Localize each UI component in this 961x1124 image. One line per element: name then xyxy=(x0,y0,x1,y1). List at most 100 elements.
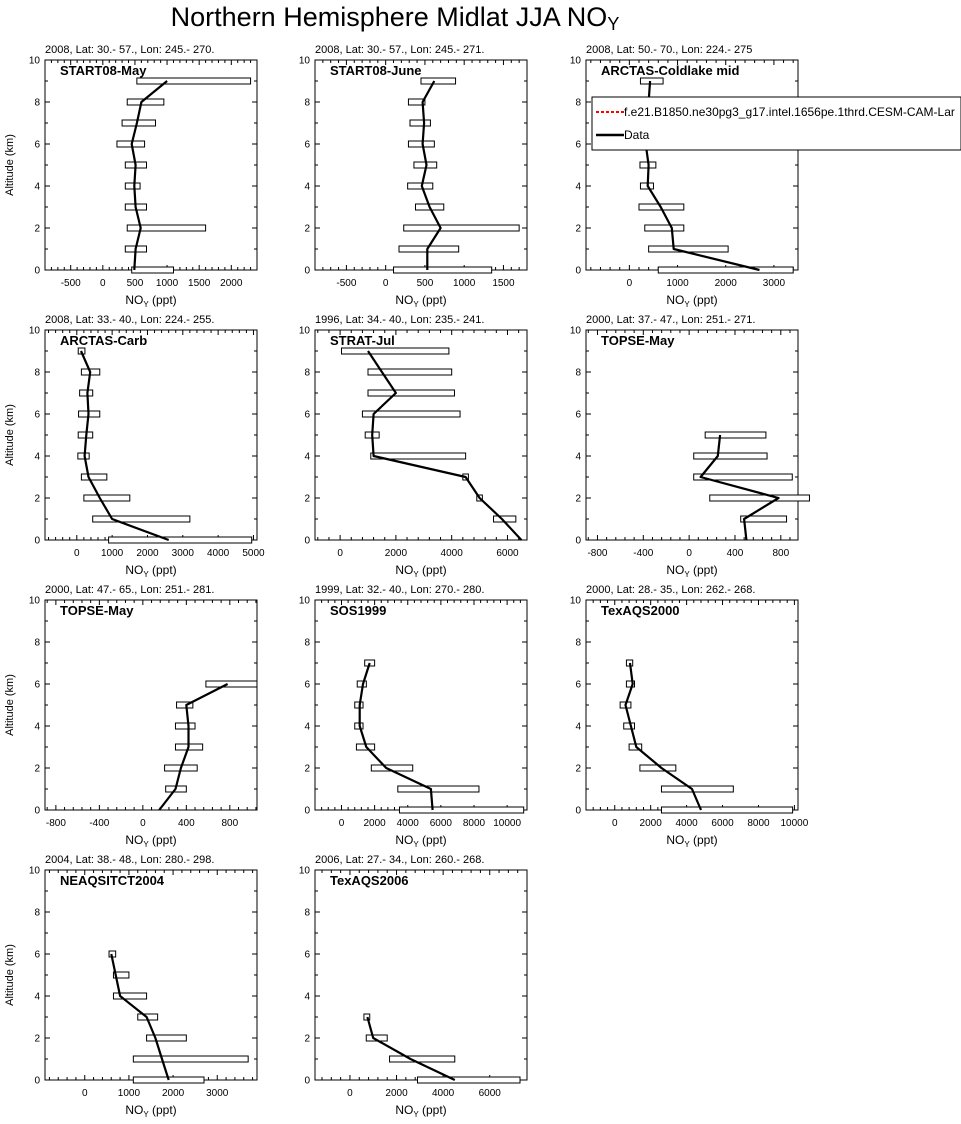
range-bar xyxy=(417,1076,521,1084)
x-tick-label: 2000 xyxy=(715,278,738,289)
x-tick-label: 4000 xyxy=(675,818,698,829)
range-bar xyxy=(407,140,435,148)
chart-panel: 2008, Lat: 50.- 70., Lon: 224.- 275 0 2 4 6 8… xyxy=(570,44,799,309)
chart-panel: 2000, Lat: 47.- 65., Lon: 251.- 281. 0 2 4 6… xyxy=(4,584,258,849)
x-axis-label: NOY (ppt) xyxy=(125,1103,176,1119)
x-tick-label: 4000 xyxy=(432,1088,455,1099)
range-bar xyxy=(108,536,253,544)
chart-panel: 2008, Lat: 33.- 40., Lon: 224.- 255. 0 2 4 6… xyxy=(4,314,265,579)
chart-panel: 2008, Lat: 30.- 57., Lon: 245.- 270. 0 2 4 6… xyxy=(4,44,258,309)
range-bar xyxy=(79,389,94,397)
x-tick-label: -800 xyxy=(587,548,607,559)
x-tick-label: 500 xyxy=(127,278,144,289)
y-tick-label: 8 xyxy=(575,98,581,109)
y-tick-label: 6 xyxy=(304,410,310,421)
y-tick-label: 4 xyxy=(34,182,40,193)
y-tick-label: 4 xyxy=(304,992,310,1003)
y-tick-label: 10 xyxy=(570,56,582,67)
y-tick-label: 10 xyxy=(570,326,582,337)
y-tick-label: 10 xyxy=(299,56,311,67)
y-tick-label: 0 xyxy=(575,536,581,547)
y-tick-label: 2 xyxy=(304,224,310,235)
range-bar xyxy=(112,971,130,979)
legend-label-model: f.e21.B1850.ne30pg3_g17.intel.1656pe.1th… xyxy=(624,105,955,119)
chart-panel: 1996, Lat: 34.- 40., Lon: 235.- 241. 0 2 4 6… xyxy=(299,314,528,579)
x-axis-label: NOY (ppt) xyxy=(395,833,446,849)
panel-name: STRAT-Jul xyxy=(330,333,395,348)
x-tick-label: 0 xyxy=(627,278,633,289)
y-tick-label: 2 xyxy=(34,1034,40,1045)
data-series-line xyxy=(366,1016,456,1081)
range-bar xyxy=(205,680,258,688)
y-tick-label: 4 xyxy=(34,722,40,733)
panel-name: ARCTAS-Carb xyxy=(60,333,147,348)
plot-frame xyxy=(44,599,258,811)
y-tick-label: 10 xyxy=(299,596,311,607)
panel-header: 2008, Lat: 30.- 57., Lon: 245.- 270. xyxy=(45,44,214,56)
y-tick-label: 6 xyxy=(304,140,310,151)
x-tick-label: 1000 xyxy=(666,278,689,289)
y-tick-label: 0 xyxy=(575,266,581,277)
y-tick-label: 2 xyxy=(575,764,581,775)
range-bar xyxy=(623,722,636,730)
x-tick-label: -800 xyxy=(46,818,66,829)
y-tick-label: 4 xyxy=(304,722,310,733)
panel-name: START08-June xyxy=(330,63,422,78)
chart-panel: 2000, Lat: 28.- 35., Lon: 262.- 268. 0 2 4 6… xyxy=(570,584,809,849)
chart-panel: 1999, Lat: 32.- 40., Lon: 270.- 280. 0 2 4 6… xyxy=(299,584,528,849)
x-tick-label: 3000 xyxy=(172,548,195,559)
x-axis-label: NOY (ppt) xyxy=(395,293,446,309)
x-tick-label: 2000 xyxy=(640,818,663,829)
plot-frame xyxy=(44,59,258,271)
range-bar xyxy=(124,182,141,190)
x-tick-label: 800 xyxy=(772,548,789,559)
y-tick-label: 0 xyxy=(304,266,310,277)
y-tick-label: 4 xyxy=(34,992,40,1003)
legend-label-data: Data xyxy=(624,128,650,142)
page-title: Northern Hemisphere Midlat JJA NOY xyxy=(0,2,790,35)
y-tick-label: 2 xyxy=(575,224,581,235)
y-tick-label: 8 xyxy=(34,908,40,919)
y-tick-label: 0 xyxy=(34,1076,40,1087)
y-tick-label: 4 xyxy=(304,452,310,463)
x-tick-label: 500 xyxy=(417,278,434,289)
y-tick-label: 10 xyxy=(299,866,311,877)
y-tick-label: 6 xyxy=(575,410,581,421)
x-tick-label: 400 xyxy=(178,818,195,829)
x-tick-label: -400 xyxy=(89,818,109,829)
y-tick-label: 8 xyxy=(304,638,310,649)
x-axis-label: NOY (ppt) xyxy=(666,563,717,579)
x-tick-label: 2000 xyxy=(136,548,159,559)
x-axis-label: NOY (ppt) xyxy=(395,1103,446,1119)
range-bar xyxy=(639,77,664,85)
x-tick-label: -400 xyxy=(633,548,653,559)
range-bar xyxy=(644,224,685,232)
x-tick-label: 4000 xyxy=(397,818,420,829)
range-bar xyxy=(83,494,131,502)
y-tick-label: 0 xyxy=(304,1076,310,1087)
chart-panel: 2000, Lat: 37.- 47., Lon: 251.- 271. 0 2 4 6… xyxy=(570,314,810,579)
x-tick-label: 1500 xyxy=(492,278,515,289)
range-bar xyxy=(341,347,450,355)
y-tick-label: 8 xyxy=(304,368,310,379)
range-bar xyxy=(693,473,793,481)
y-tick-label: 0 xyxy=(34,266,40,277)
plot-frame xyxy=(585,59,799,271)
data-series-line xyxy=(158,683,229,811)
x-tick-label: 8000 xyxy=(463,818,486,829)
y-tick-label: 4 xyxy=(34,452,40,463)
panel-name: TOPSE-May xyxy=(601,333,675,348)
y-axis-label: Altitude (km) xyxy=(4,674,16,736)
plot-frame xyxy=(314,329,528,541)
range-bar xyxy=(176,701,194,709)
data-series-line xyxy=(367,350,523,541)
y-tick-label: 8 xyxy=(575,638,581,649)
range-bar xyxy=(131,266,174,274)
y-tick-label: 0 xyxy=(304,806,310,817)
y-tick-label: 6 xyxy=(34,140,40,151)
range-bar xyxy=(407,98,426,106)
plot-frame xyxy=(314,869,528,1081)
legend-box xyxy=(591,96,961,151)
panel-header: 2004, Lat: 38.- 48., Lon: 280.- 298. xyxy=(45,854,214,866)
range-bar xyxy=(367,368,453,376)
